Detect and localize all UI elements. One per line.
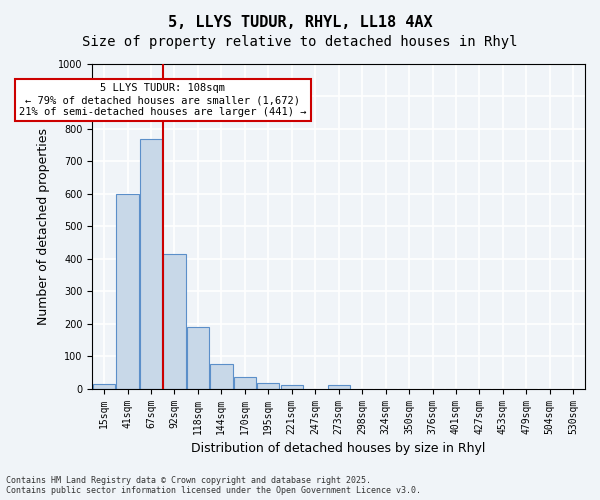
Bar xyxy=(163,254,185,388)
Bar xyxy=(140,138,162,388)
Bar xyxy=(328,385,350,388)
Text: 5, LLYS TUDUR, RHYL, LL18 4AX: 5, LLYS TUDUR, RHYL, LL18 4AX xyxy=(167,15,433,30)
Bar xyxy=(210,364,233,388)
Text: Contains HM Land Registry data © Crown copyright and database right 2025.
Contai: Contains HM Land Registry data © Crown c… xyxy=(6,476,421,495)
Y-axis label: Number of detached properties: Number of detached properties xyxy=(37,128,50,325)
Bar xyxy=(187,327,209,388)
X-axis label: Distribution of detached houses by size in Rhyl: Distribution of detached houses by size … xyxy=(191,442,486,455)
Bar xyxy=(93,384,115,388)
Bar xyxy=(257,384,280,388)
Bar xyxy=(116,194,139,388)
Text: Size of property relative to detached houses in Rhyl: Size of property relative to detached ho… xyxy=(82,35,518,49)
Text: 5 LLYS TUDUR: 108sqm
← 79% of detached houses are smaller (1,672)
21% of semi-de: 5 LLYS TUDUR: 108sqm ← 79% of detached h… xyxy=(19,84,307,116)
Bar xyxy=(233,376,256,388)
Bar xyxy=(281,386,303,388)
